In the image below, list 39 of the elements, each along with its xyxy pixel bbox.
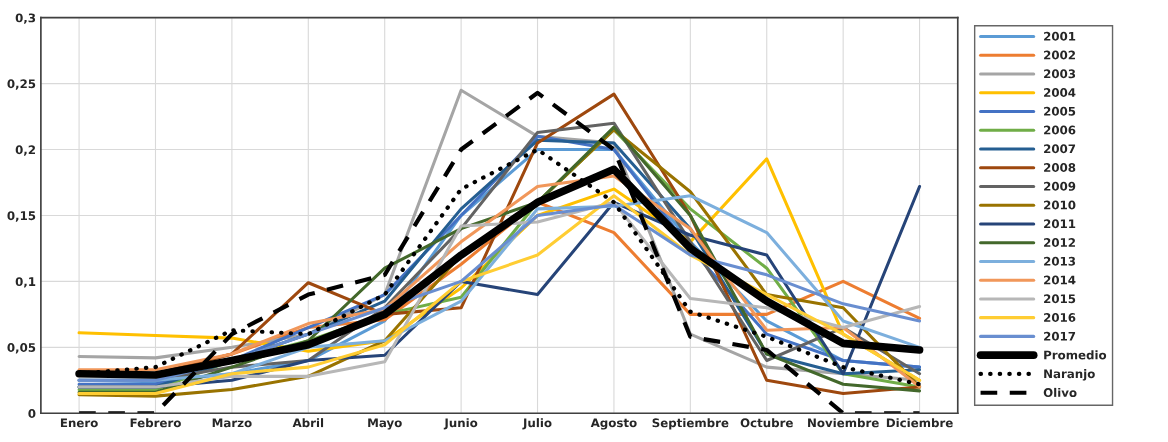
y-tick-label: 0,1	[15, 277, 36, 288]
legend-label: 2016	[1044, 313, 1076, 322]
y-tick-label: 0,15	[7, 211, 36, 222]
legend-label: 2004	[1044, 88, 1076, 98]
y-tick-label: 0,05	[7, 343, 36, 354]
legend-label: Naranjo	[1044, 369, 1095, 381]
legend-label: 2015	[1044, 294, 1076, 304]
legend-label: 2003	[1044, 69, 1076, 79]
legend-label: 2017	[1044, 331, 1076, 341]
y-tick-label: 0,25	[7, 79, 36, 90]
x-tick-label: Agosto	[590, 418, 637, 430]
x-tick-label: Octubre	[740, 418, 793, 428]
x-tick-label: Julio	[522, 418, 552, 430]
legend-label: 2001	[1044, 31, 1076, 41]
legend-label: 2007	[1044, 144, 1076, 154]
x-tick-label: Diciembre	[886, 418, 953, 428]
y-tick-label: 0	[28, 408, 36, 418]
x-tick-label: Noviembre	[808, 418, 879, 428]
legend-label: 2011	[1044, 219, 1076, 229]
legend-label: 2010	[1044, 200, 1076, 210]
legend-label: 2009	[1044, 181, 1076, 191]
x-tick-label: Febrero	[130, 418, 181, 428]
x-tick-label: Mayo	[368, 418, 402, 430]
legend-label: 2002	[1044, 50, 1075, 60]
x-tick-label: Septiembre	[652, 418, 729, 430]
x-tick-label: Abril	[292, 418, 324, 428]
x-tick-label: Marzo	[212, 418, 252, 428]
legend-label: 2005	[1044, 106, 1076, 116]
x-tick-label: Junio	[443, 418, 478, 430]
legend-label: 2012	[1044, 238, 1075, 247]
legend-label: 2014	[1044, 275, 1076, 285]
legend-label: Promedio	[1044, 350, 1107, 360]
legend-label: Olivo	[1043, 387, 1077, 398]
legend-label: 2013	[1044, 256, 1076, 266]
y-tick-label: 0,3	[15, 13, 36, 24]
legend-label: 2006	[1044, 125, 1076, 135]
x-tick-label: Enero	[60, 418, 98, 428]
legend-label: 2008	[1044, 163, 1076, 172]
y-tick-label: 0,2	[15, 145, 35, 156]
